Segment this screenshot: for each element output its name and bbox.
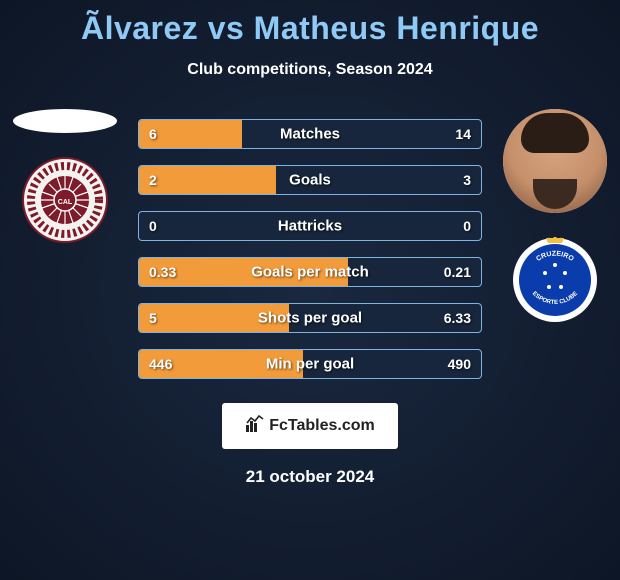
stat-value-right: 0.21: [444, 264, 471, 280]
stat-bars: 6Matches14 2Goals3 0Hattricks0 0.33Goals pe…: [138, 119, 482, 379]
comparison-panel: CAL: [0, 109, 620, 389]
player-right-avatar: [503, 109, 607, 213]
stat-row: 0Hattricks0: [138, 211, 482, 241]
right-column: CRUZEIRO ESPORTE CLUBE: [496, 109, 614, 323]
stat-value-right: 3: [463, 172, 471, 188]
stat-value-right: 14: [455, 126, 471, 142]
brand-text: FcTables.com: [269, 417, 375, 435]
stat-row: 6Matches14: [138, 119, 482, 149]
stat-label: Hattricks: [139, 218, 481, 235]
player-left-club-badge: CAL: [22, 157, 108, 243]
stat-label: Goals per match: [139, 264, 481, 281]
player-left-avatar: [13, 109, 117, 133]
stat-row: 5Shots per goal6.33: [138, 303, 482, 333]
left-column: CAL: [6, 109, 124, 243]
stat-value-right: 6.33: [444, 310, 471, 326]
stat-row: 446Min per goal490: [138, 349, 482, 379]
cruzeiro-badge-icon: CRUZEIRO ESPORTE CLUBE: [512, 237, 598, 323]
stat-value-right: 0: [463, 218, 471, 234]
stat-row: 2Goals3: [138, 165, 482, 195]
stat-row: 0.33Goals per match0.21: [138, 257, 482, 287]
subtitle: Club competitions, Season 2024: [0, 61, 620, 79]
chart-icon: [245, 415, 265, 438]
date-text: 21 october 2024: [0, 467, 620, 487]
stat-label: Matches: [139, 126, 481, 143]
stat-label: Min per goal: [139, 356, 481, 373]
lanus-badge-icon: CAL: [22, 157, 108, 243]
player-right-club-badge: CRUZEIRO ESPORTE CLUBE: [512, 237, 598, 323]
brand-badge: FcTables.com: [222, 403, 398, 449]
stat-value-right: 490: [448, 356, 471, 372]
stat-label: Shots per goal: [139, 310, 481, 327]
svg-text:CAL: CAL: [58, 199, 73, 206]
page-title: Ãlvarez vs Matheus Henrique: [0, 0, 620, 47]
stat-label: Goals: [139, 172, 481, 189]
